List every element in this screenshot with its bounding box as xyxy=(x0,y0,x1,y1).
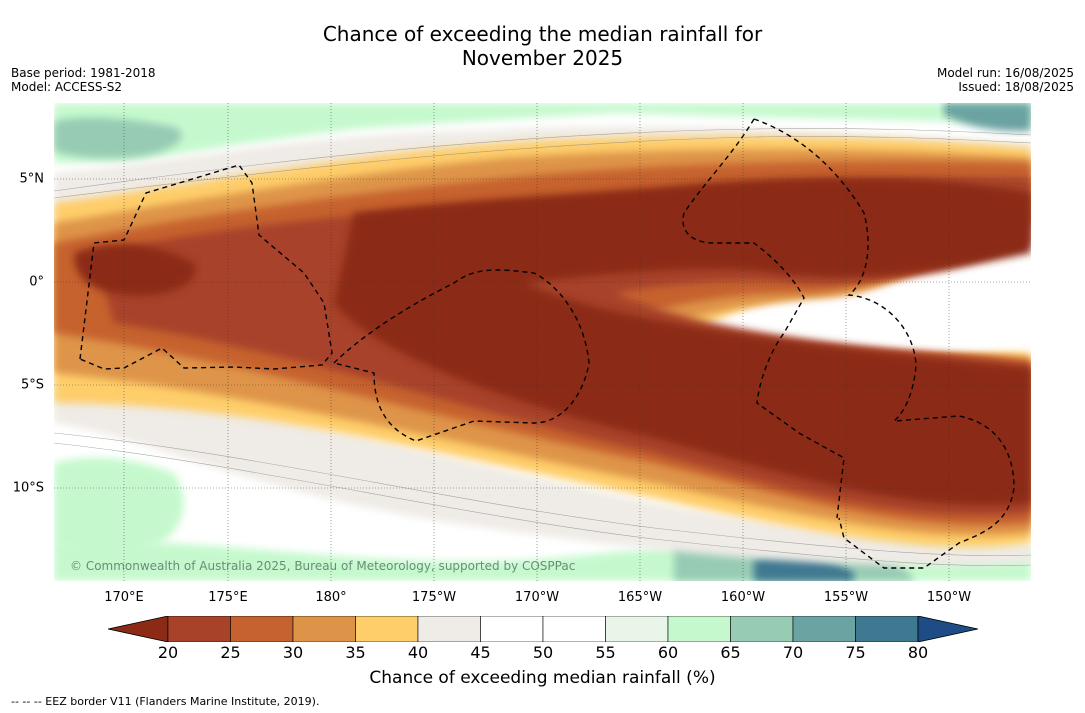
band-below-20 xyxy=(334,177,1031,505)
map-title: Chance of exceeding the median rainfall … xyxy=(0,22,1085,70)
lon-label-165w: 165°W xyxy=(617,590,663,605)
model-name: Model: ACCESS-S2 xyxy=(11,80,123,94)
lat-label-5n: 5°N xyxy=(19,171,45,187)
model-run: Model run: 16/08/2025 xyxy=(936,66,1074,80)
issued-date: Issued: 18/08/2025 xyxy=(958,80,1074,94)
colorbar-cells xyxy=(108,616,978,642)
map-title-line2: November 2025 xyxy=(461,46,624,70)
colorbar-tick-65: 65 xyxy=(720,643,741,662)
lat-label-0: 0° xyxy=(29,274,44,290)
colorbar-cell-50-55 xyxy=(542,616,606,642)
lon-label-160w: 160°W xyxy=(720,590,766,605)
north-teal-patch xyxy=(54,117,182,159)
lon-label-175e: 175°E xyxy=(208,590,248,605)
north-teal-patch-2 xyxy=(944,103,1031,132)
colorbar-cell-60-65 xyxy=(667,616,731,642)
eez-borders xyxy=(79,118,1015,569)
meta-left: Base period: 1981-2018 Model: ACCESS-S2 xyxy=(11,66,156,94)
lon-label-170e: 170°E xyxy=(104,590,144,605)
colorbar-tick-35: 35 xyxy=(345,643,366,662)
colorbar-cell-25-30 xyxy=(230,616,294,642)
colorbar-cell-55-60 xyxy=(605,616,669,642)
southwest-green-patch xyxy=(54,457,184,555)
colorbar-tick-30: 30 xyxy=(282,643,304,662)
colorbar-extend-low xyxy=(108,616,169,642)
map-credit: © Commonwealth of Australia 2025, Bureau… xyxy=(70,559,576,573)
colorbar-cell-65-70 xyxy=(730,616,794,642)
colorbar-cell-75-80 xyxy=(855,616,919,642)
lon-label-175w: 175°W xyxy=(411,590,457,605)
colorbar xyxy=(108,616,978,642)
lon-label-150w: 150°W xyxy=(926,590,972,605)
colorbar-tick-45: 45 xyxy=(470,643,491,662)
neutral-band-south xyxy=(54,383,1031,566)
rainfall-map xyxy=(54,103,1031,581)
colorbar-tick-25: 25 xyxy=(220,643,241,662)
contour-lines xyxy=(54,128,1031,566)
lat-label-10s: 10°S xyxy=(12,480,44,496)
map-title-line1: Chance of exceeding the median rainfall … xyxy=(322,22,763,46)
colorbar-cell-45-50 xyxy=(480,616,544,642)
colorbar-extend-high xyxy=(917,616,978,642)
band-below-20-west xyxy=(74,244,196,296)
colorbar-cell-30-35 xyxy=(292,616,356,642)
colorbar-tick-60: 60 xyxy=(657,643,679,662)
colorbar-tick-55: 55 xyxy=(595,643,616,662)
meta-right: Model run: 16/08/2025 Issued: 18/08/2025 xyxy=(937,66,1074,94)
colorbar-tick-70: 70 xyxy=(782,643,804,662)
colorbar-label: Chance of exceeding median rainfall (%) xyxy=(369,668,716,688)
colorbar-tick-50: 50 xyxy=(532,643,554,662)
colorbar-cell-70-75 xyxy=(792,616,856,642)
north-green-region xyxy=(54,103,1031,163)
lon-label-170w: 170°W xyxy=(514,590,560,605)
colorbar-tick-20: 20 xyxy=(157,643,179,662)
colorbar-cell-35-40 xyxy=(355,616,419,642)
lat-label-5s: 5°S xyxy=(20,377,44,393)
grid-lines xyxy=(54,103,1031,581)
base-period: Base period: 1981-2018 xyxy=(11,66,156,80)
lon-label-180: 180° xyxy=(315,590,347,605)
colorbar-cell-40-45 xyxy=(417,616,481,642)
colorbar-tick-75: 75 xyxy=(845,643,866,662)
eez-footnote: -- -- -- EEZ border V11 (Flanders Marine… xyxy=(11,695,320,708)
lon-label-155w: 155°W xyxy=(823,590,869,605)
colorbar-tick-40: 40 xyxy=(407,643,429,662)
colorbar-tick-80: 80 xyxy=(907,643,929,662)
colorbar-cell-20-25 xyxy=(167,616,231,642)
